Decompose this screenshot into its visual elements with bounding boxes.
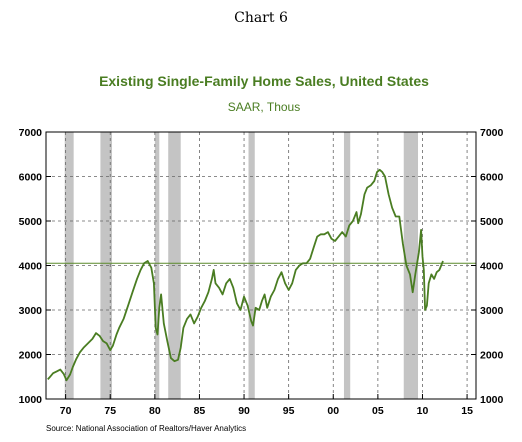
- y-tick-label-right: 3000: [480, 305, 504, 317]
- x-tick-label: 85: [194, 405, 206, 417]
- recession-band: [64, 132, 74, 399]
- y-tick-label-right: 4000: [480, 261, 504, 273]
- recession-band: [154, 132, 160, 399]
- series-line: [47, 168, 444, 382]
- x-tick-label: 05: [372, 405, 384, 417]
- x-tick-label: 10: [417, 405, 429, 417]
- x-tick-label: 15: [461, 405, 473, 417]
- y-tick-label-left: 1000: [19, 394, 43, 406]
- x-tick-label: 70: [60, 405, 72, 417]
- source-note: Source: National Association of Realtors…: [46, 424, 246, 433]
- chart-subtitle: SAAR, Thous: [228, 100, 300, 114]
- x-tick-label: 90: [238, 405, 250, 417]
- x-tick-label: 80: [149, 405, 161, 417]
- y-tick-label-left: 2000: [19, 350, 43, 362]
- x-tick-label: 95: [283, 405, 295, 417]
- chart-title: Existing Single-Family Home Sales, Unite…: [99, 73, 429, 89]
- y-tick-label-right: 1000: [480, 394, 504, 406]
- y-tick-label-right: 2000: [480, 350, 504, 362]
- y-tick-label-left: 3000: [19, 305, 43, 317]
- y-tick-label-left: 7000: [19, 127, 43, 139]
- recession-band: [403, 132, 419, 399]
- y-tick-label-right: 5000: [480, 216, 504, 228]
- y-tick-label-left: 4000: [19, 261, 43, 273]
- y-tick-label-left: 6000: [19, 172, 43, 184]
- x-tick-label: 00: [327, 405, 339, 417]
- y-tick-label-right: 6000: [480, 172, 504, 184]
- x-tick-label: 75: [104, 405, 116, 417]
- y-tick-label-right: 7000: [480, 127, 504, 139]
- series-layer: [47, 168, 444, 382]
- page-title: Chart 6: [234, 10, 288, 26]
- y-tick-label-left: 5000: [19, 216, 43, 228]
